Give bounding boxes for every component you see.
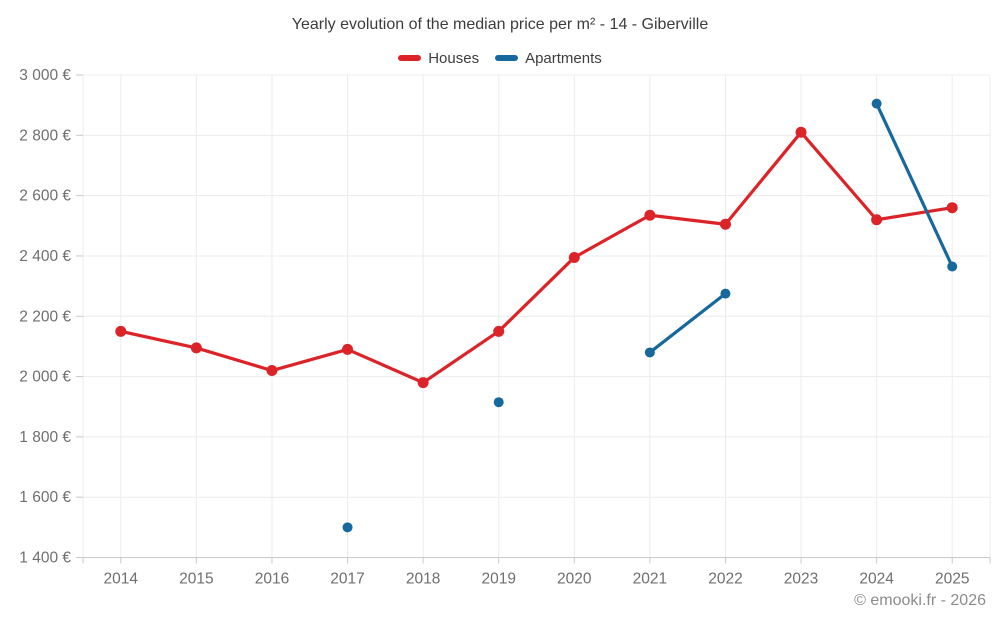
- data-point-houses-2021[interactable]: [644, 209, 656, 221]
- x-tick-label-2024: 2024: [859, 571, 894, 588]
- legend: Houses Apartments: [0, 47, 1000, 69]
- houses-line-segment-2019: [497, 255, 576, 333]
- data-point-houses-2022[interactable]: [719, 218, 731, 230]
- houses-series-swatch-icon: [398, 55, 422, 61]
- x-tick-label-2025: 2025: [935, 571, 969, 588]
- data-point-apartments-2024[interactable]: [871, 98, 882, 109]
- houses-line-segment-2023: [799, 130, 879, 222]
- data-point-houses-2023[interactable]: [795, 126, 807, 138]
- x-tick-label-2023: 2023: [784, 571, 818, 588]
- x-tick-label-2017: 2017: [330, 571, 364, 588]
- data-point-houses-2025[interactable]: [946, 202, 958, 214]
- legend-item-apartments[interactable]: Apartments: [495, 51, 602, 66]
- houses-line-segment-2017: [345, 347, 425, 385]
- x-tick-label-2014: 2014: [104, 571, 139, 588]
- data-point-houses-2017[interactable]: [342, 343, 354, 355]
- y-tick-label-2600: 2 600 €: [19, 188, 71, 205]
- copyright-footer: © emooki.fr - 2026: [854, 592, 986, 609]
- houses-line-segment-2015: [194, 346, 274, 373]
- houses-line-segment-2024: [875, 206, 954, 222]
- y-tick-label-2000: 2 000 €: [19, 369, 71, 386]
- x-tick-label-2019: 2019: [481, 571, 515, 588]
- data-point-apartments-2021[interactable]: [644, 347, 655, 358]
- chart-title: Yearly evolution of the median price per…: [291, 16, 709, 33]
- data-point-apartments-2022[interactable]: [720, 288, 731, 299]
- y-tick-label-3000: 3 000 €: [19, 67, 71, 84]
- legend-label-houses: Houses: [428, 49, 480, 67]
- x-tick-label-2015: 2015: [179, 571, 213, 588]
- data-point-houses-2020[interactable]: [568, 251, 580, 263]
- legend-label-apartments: Apartments: [525, 49, 602, 67]
- data-point-houses-2019[interactable]: [493, 325, 505, 337]
- data-point-houses-2014[interactable]: [115, 325, 127, 337]
- y-tick-label-2400: 2 400 €: [19, 248, 71, 265]
- data-point-apartments-2025[interactable]: [947, 261, 958, 272]
- x-tick-label-2016: 2016: [255, 571, 289, 588]
- y-tick-label-1400: 1 400 €: [19, 550, 71, 567]
- apartments-series-swatch-icon: [495, 55, 519, 61]
- x-tick-label-2022: 2022: [708, 571, 742, 588]
- data-point-houses-2016[interactable]: [266, 365, 278, 377]
- y-tick-label-1600: 1 600 €: [19, 489, 71, 506]
- houses-line-segment-2016: [270, 347, 350, 373]
- x-tick-label-2021: 2021: [633, 571, 667, 588]
- x-tick-label-2018: 2018: [406, 571, 440, 588]
- houses-line-segment-2018: [421, 329, 501, 385]
- y-tick-label-2200: 2 200 €: [19, 308, 71, 325]
- houses-line-segment-2022: [723, 130, 803, 226]
- x-tick-label-2020: 2020: [557, 571, 592, 588]
- y-tick-label-1800: 1 800 €: [19, 429, 71, 446]
- data-point-houses-2024[interactable]: [871, 214, 883, 226]
- houses-line-segment-2021: [648, 213, 728, 226]
- apartments-line-segment-2024: [875, 102, 954, 269]
- y-tick-label-2800: 2 800 €: [19, 127, 71, 144]
- data-point-houses-2018[interactable]: [417, 377, 429, 389]
- data-point-houses-2015[interactable]: [190, 342, 202, 354]
- legend-item-houses[interactable]: Houses: [398, 51, 479, 66]
- apartments-line-segment-2021: [648, 292, 728, 355]
- houses-line-segment-2014: [119, 329, 198, 350]
- data-point-apartments-2017[interactable]: [342, 522, 353, 533]
- houses-line-segment-2020: [572, 213, 652, 260]
- data-point-apartments-2019[interactable]: [493, 397, 504, 408]
